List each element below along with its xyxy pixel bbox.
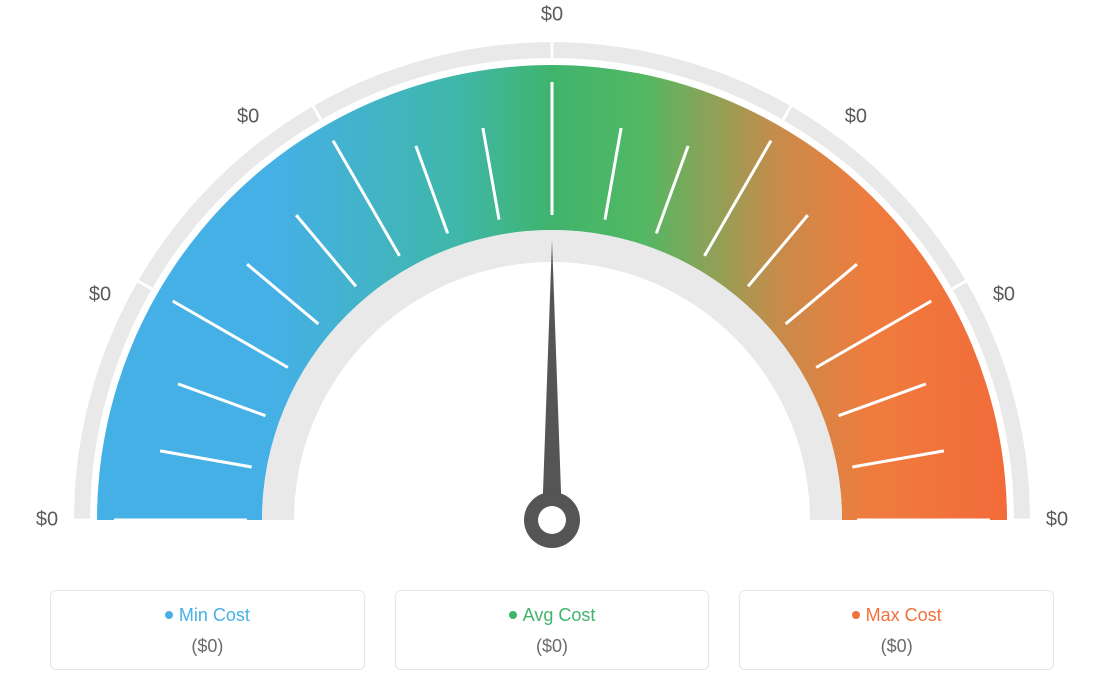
- legend-label-min: Min Cost: [61, 605, 354, 626]
- scale-label: $0: [993, 283, 1015, 306]
- legend-label-max-text: Max Cost: [866, 605, 942, 625]
- scale-label: $0: [237, 105, 259, 128]
- dot-icon: [509, 611, 517, 619]
- legend-card-min: Min Cost ($0): [50, 590, 365, 670]
- scale-label: $0: [845, 105, 867, 128]
- legend-label-avg: Avg Cost: [406, 605, 699, 626]
- gauge-svg: [0, 0, 1104, 560]
- legend-value-avg: ($0): [406, 636, 699, 657]
- dot-icon: [165, 611, 173, 619]
- legend-label-max: Max Cost: [750, 605, 1043, 626]
- scale-label: $0: [36, 509, 58, 532]
- scale-label: $0: [1046, 509, 1068, 532]
- legend-label-min-text: Min Cost: [179, 605, 250, 625]
- dot-icon: [852, 611, 860, 619]
- gauge-area: $0 $0 $0 $0 $0 $0 $0: [0, 0, 1104, 560]
- gauge-chart-container: $0 $0 $0 $0 $0 $0 $0 Min Cost ($0) Avg Cost ($…: [0, 0, 1104, 690]
- legend-row: Min Cost ($0) Avg Cost ($0) Max Cost ($0…: [50, 590, 1054, 670]
- legend-label-avg-text: Avg Cost: [523, 605, 596, 625]
- scale-label: $0: [541, 4, 563, 27]
- legend-card-max: Max Cost ($0): [739, 590, 1054, 670]
- legend-card-avg: Avg Cost ($0): [395, 590, 710, 670]
- legend-value-min: ($0): [61, 636, 354, 657]
- legend-value-max: ($0): [750, 636, 1043, 657]
- scale-label: $0: [89, 283, 111, 306]
